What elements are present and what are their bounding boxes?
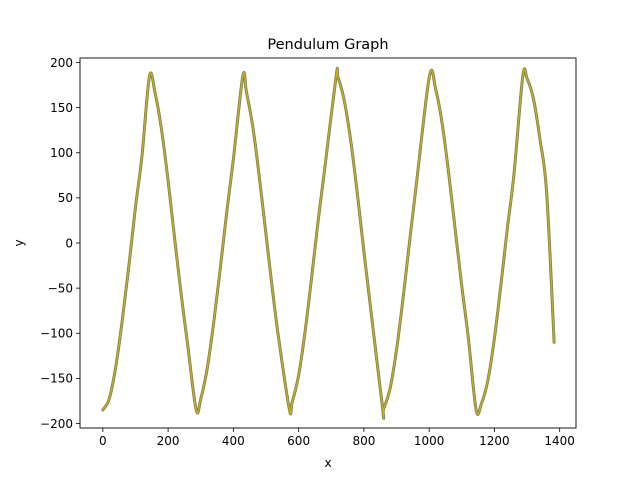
y-tick-label: 0 (65, 236, 73, 250)
x-axis-label: x (324, 456, 331, 470)
x-tick-label: 400 (222, 434, 245, 448)
y-tick-label: −100 (40, 327, 73, 341)
x-tick-label: 1400 (544, 434, 575, 448)
y-tick-label: 200 (50, 56, 73, 70)
series-layer (101, 66, 556, 420)
y-tick-label: 50 (58, 191, 73, 205)
y-axis: −200 −150 −100 −50 0 50 100 150 200 (40, 56, 80, 431)
y-tick-label: −200 (40, 417, 73, 431)
x-tick-label: 1000 (414, 434, 445, 448)
y-tick-label: −50 (48, 281, 73, 295)
x-tick-label: 0 (99, 434, 107, 448)
y-tick-label: 100 (50, 146, 73, 160)
chart-title: Pendulum Graph (267, 37, 388, 53)
x-tick-label: 200 (157, 434, 180, 448)
y-tick-label: 150 (50, 101, 73, 115)
y-tick-label: −150 (40, 372, 73, 386)
x-tick-label: 800 (352, 434, 375, 448)
y-axis-label: y (12, 239, 26, 246)
series-line (102, 67, 555, 419)
x-tick-label: 1200 (479, 434, 510, 448)
x-axis: 0 200 400 600 800 1000 1200 1400 (99, 428, 575, 448)
x-tick-label: 600 (287, 434, 310, 448)
